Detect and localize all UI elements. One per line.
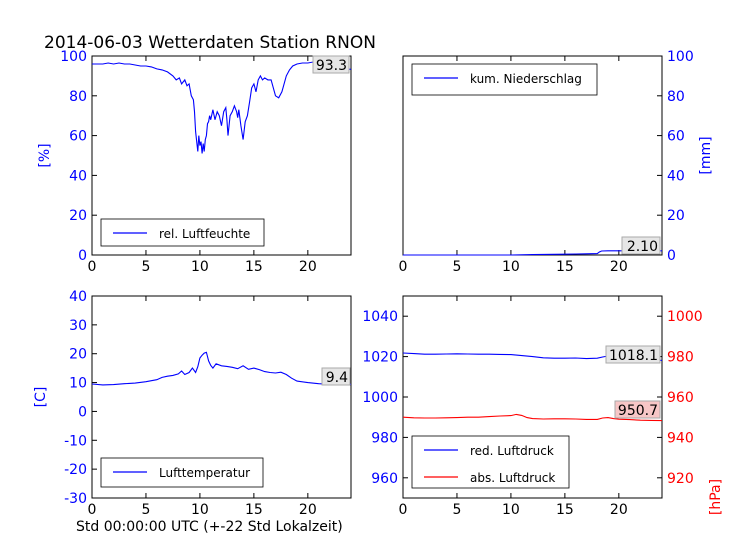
humidity-current-value-box [312, 55, 350, 74]
pressure-current-red-text: 1018.1 [609, 348, 658, 364]
temperature-ytick-label-left-0: -30 [64, 491, 87, 507]
temperature-xtick-label-4: 20 [299, 502, 317, 518]
panel-precipitation: 0 5 10 15 20 0 20 40 60 80 100 [mm] 2.10 kum. Nieders… [399, 49, 714, 275]
figure-xlabel: Std 00:00:00 UTC (+-22 Std Lokalzeit) [76, 519, 343, 535]
temperature-current-value-text: 9.4 [326, 370, 348, 386]
temperature-ytick-label-left-6: 30 [69, 318, 87, 334]
precipitation-current-value-box [621, 236, 661, 255]
precipitation-xtick-label-2: 10 [502, 259, 520, 275]
temperature-series-line [91, 351, 351, 386]
humidity-series-line [92, 61, 352, 154]
precipitation-current-value-text: 2.10 [627, 239, 658, 255]
pressure-series-abs-line [402, 413, 663, 422]
temperature-legend-label-0: Lufttemperatur [159, 466, 250, 480]
temperature-ytick-label-left-7: 40 [69, 289, 87, 305]
pressure-xtick-label-3: 15 [556, 502, 574, 518]
humidity-legend-label-0: rel. Luftfeuchte [159, 227, 250, 241]
pressure-ytick-label-right-0: 920 [667, 471, 694, 487]
humidity-xtick-label-3: 15 [245, 259, 263, 275]
temperature-xtick-label-3: 15 [245, 502, 263, 518]
temperature-ytick-label-left-1: -20 [64, 462, 87, 478]
figure-title: 2014-06-03 Wetterdaten Station RNON [44, 33, 376, 53]
precipitation-xtick-label-4: 20 [610, 259, 628, 275]
precipitation-legend-box [411, 63, 598, 96]
precipitation-ytick-label-right-4: 80 [667, 89, 685, 105]
pressure-ytick-label-right-4: 1000 [667, 309, 703, 325]
precipitation-ylabel: [mm] [698, 136, 714, 174]
pressure-ylabel-right: [hPa] [708, 479, 724, 515]
humidity-xtick-label-2: 10 [191, 259, 209, 275]
pressure-ytick-label-left-3: 1020 [362, 350, 398, 366]
pressure-xtick-label-2: 10 [502, 502, 520, 518]
precipitation-ytick-label-right-0: 0 [667, 248, 676, 264]
temperature-ytick-label-left-3: 0 [78, 404, 87, 420]
temperature-current-value-box [321, 367, 351, 386]
humidity-ytick-label-left-3: 60 [69, 129, 87, 145]
temperature-xtick-label-0: 0 [88, 502, 97, 518]
panel-pressure: 0 5 10 15 20 960 980 1000 1020 1040 920 940 960 980 10… [362, 295, 724, 518]
pressure-ytick-label-left-0: 960 [371, 471, 398, 487]
pressure-ytick-label-right-3: 980 [667, 350, 694, 366]
precipitation-xtick-label-1: 5 [452, 259, 461, 275]
humidity-ytick-label-left-4: 80 [69, 89, 87, 105]
pressure-ytick-label-left-4: 1040 [362, 309, 398, 325]
precipitation-xtick-label-3: 15 [556, 259, 574, 275]
humidity-current-value-text: 93.3 [316, 58, 347, 74]
temperature-ytick-label-left-2: -10 [64, 433, 87, 449]
pressure-ytick-label-left-2: 1000 [362, 390, 398, 406]
panel-humidity: 0 5 10 15 20 0 20 40 60 80 100 [%] 93.3 rel. Luftfeuc… [37, 49, 352, 275]
pressure-xtick-label-4: 20 [610, 502, 628, 518]
temperature-xtick-label-2: 10 [191, 502, 209, 518]
temperature-ylabel: [C] [33, 387, 49, 408]
pressure-xtick-label-0: 0 [399, 502, 408, 518]
pressure-ytick-label-left-1: 980 [371, 430, 398, 446]
humidity-xtick-label-1: 5 [141, 259, 150, 275]
humidity-ylabel: [%] [37, 143, 53, 167]
precipitation-ytick-label-right-3: 60 [667, 129, 685, 145]
precipitation-ytick-label-right-1: 20 [667, 208, 685, 224]
pressure-legend-label-1: abs. Luftdruck [470, 471, 555, 485]
pressure-current-red-box [605, 345, 661, 364]
pressure-legend-label-0: red. Luftdruck [470, 444, 554, 458]
humidity-legend-box [100, 218, 265, 247]
pressure-ytick-label-right-2: 960 [667, 390, 694, 406]
humidity-ytick-label-left-0: 0 [78, 248, 87, 264]
pressure-current-abs-text: 950.7 [618, 403, 658, 419]
humidity-frame [91, 55, 352, 256]
temperature-ytick-label-left-5: 20 [69, 347, 87, 363]
temperature-frame [91, 295, 352, 499]
panel-temperature: 0 5 10 15 20 -30 -20 -10 0 10 20 30 40 [C] 9.4 Lufttemp… [33, 289, 352, 518]
pressure-legend-box [411, 435, 570, 489]
humidity-xtick-label-4: 20 [299, 259, 317, 275]
temperature-ytick-label-left-4: 10 [69, 376, 87, 392]
pressure-ytick-label-right-1: 940 [667, 430, 694, 446]
pressure-xtick-label-1: 5 [452, 502, 461, 518]
precipitation-ytick-label-right-2: 40 [667, 168, 685, 184]
humidity-ytick-label-left-1: 20 [69, 208, 87, 224]
humidity-ytick-label-left-5: 100 [60, 49, 87, 65]
precipitation-legend-label-0: kum. Niederschlag [470, 72, 582, 86]
humidity-xtick-label-0: 0 [88, 259, 97, 275]
temperature-xtick-label-1: 5 [141, 502, 150, 518]
humidity-ytick-label-left-2: 40 [69, 168, 87, 184]
pressure-current-abs-box [614, 400, 661, 419]
precipitation-xtick-label-0: 0 [399, 259, 408, 275]
precipitation-ytick-label-right-5: 100 [667, 49, 694, 65]
